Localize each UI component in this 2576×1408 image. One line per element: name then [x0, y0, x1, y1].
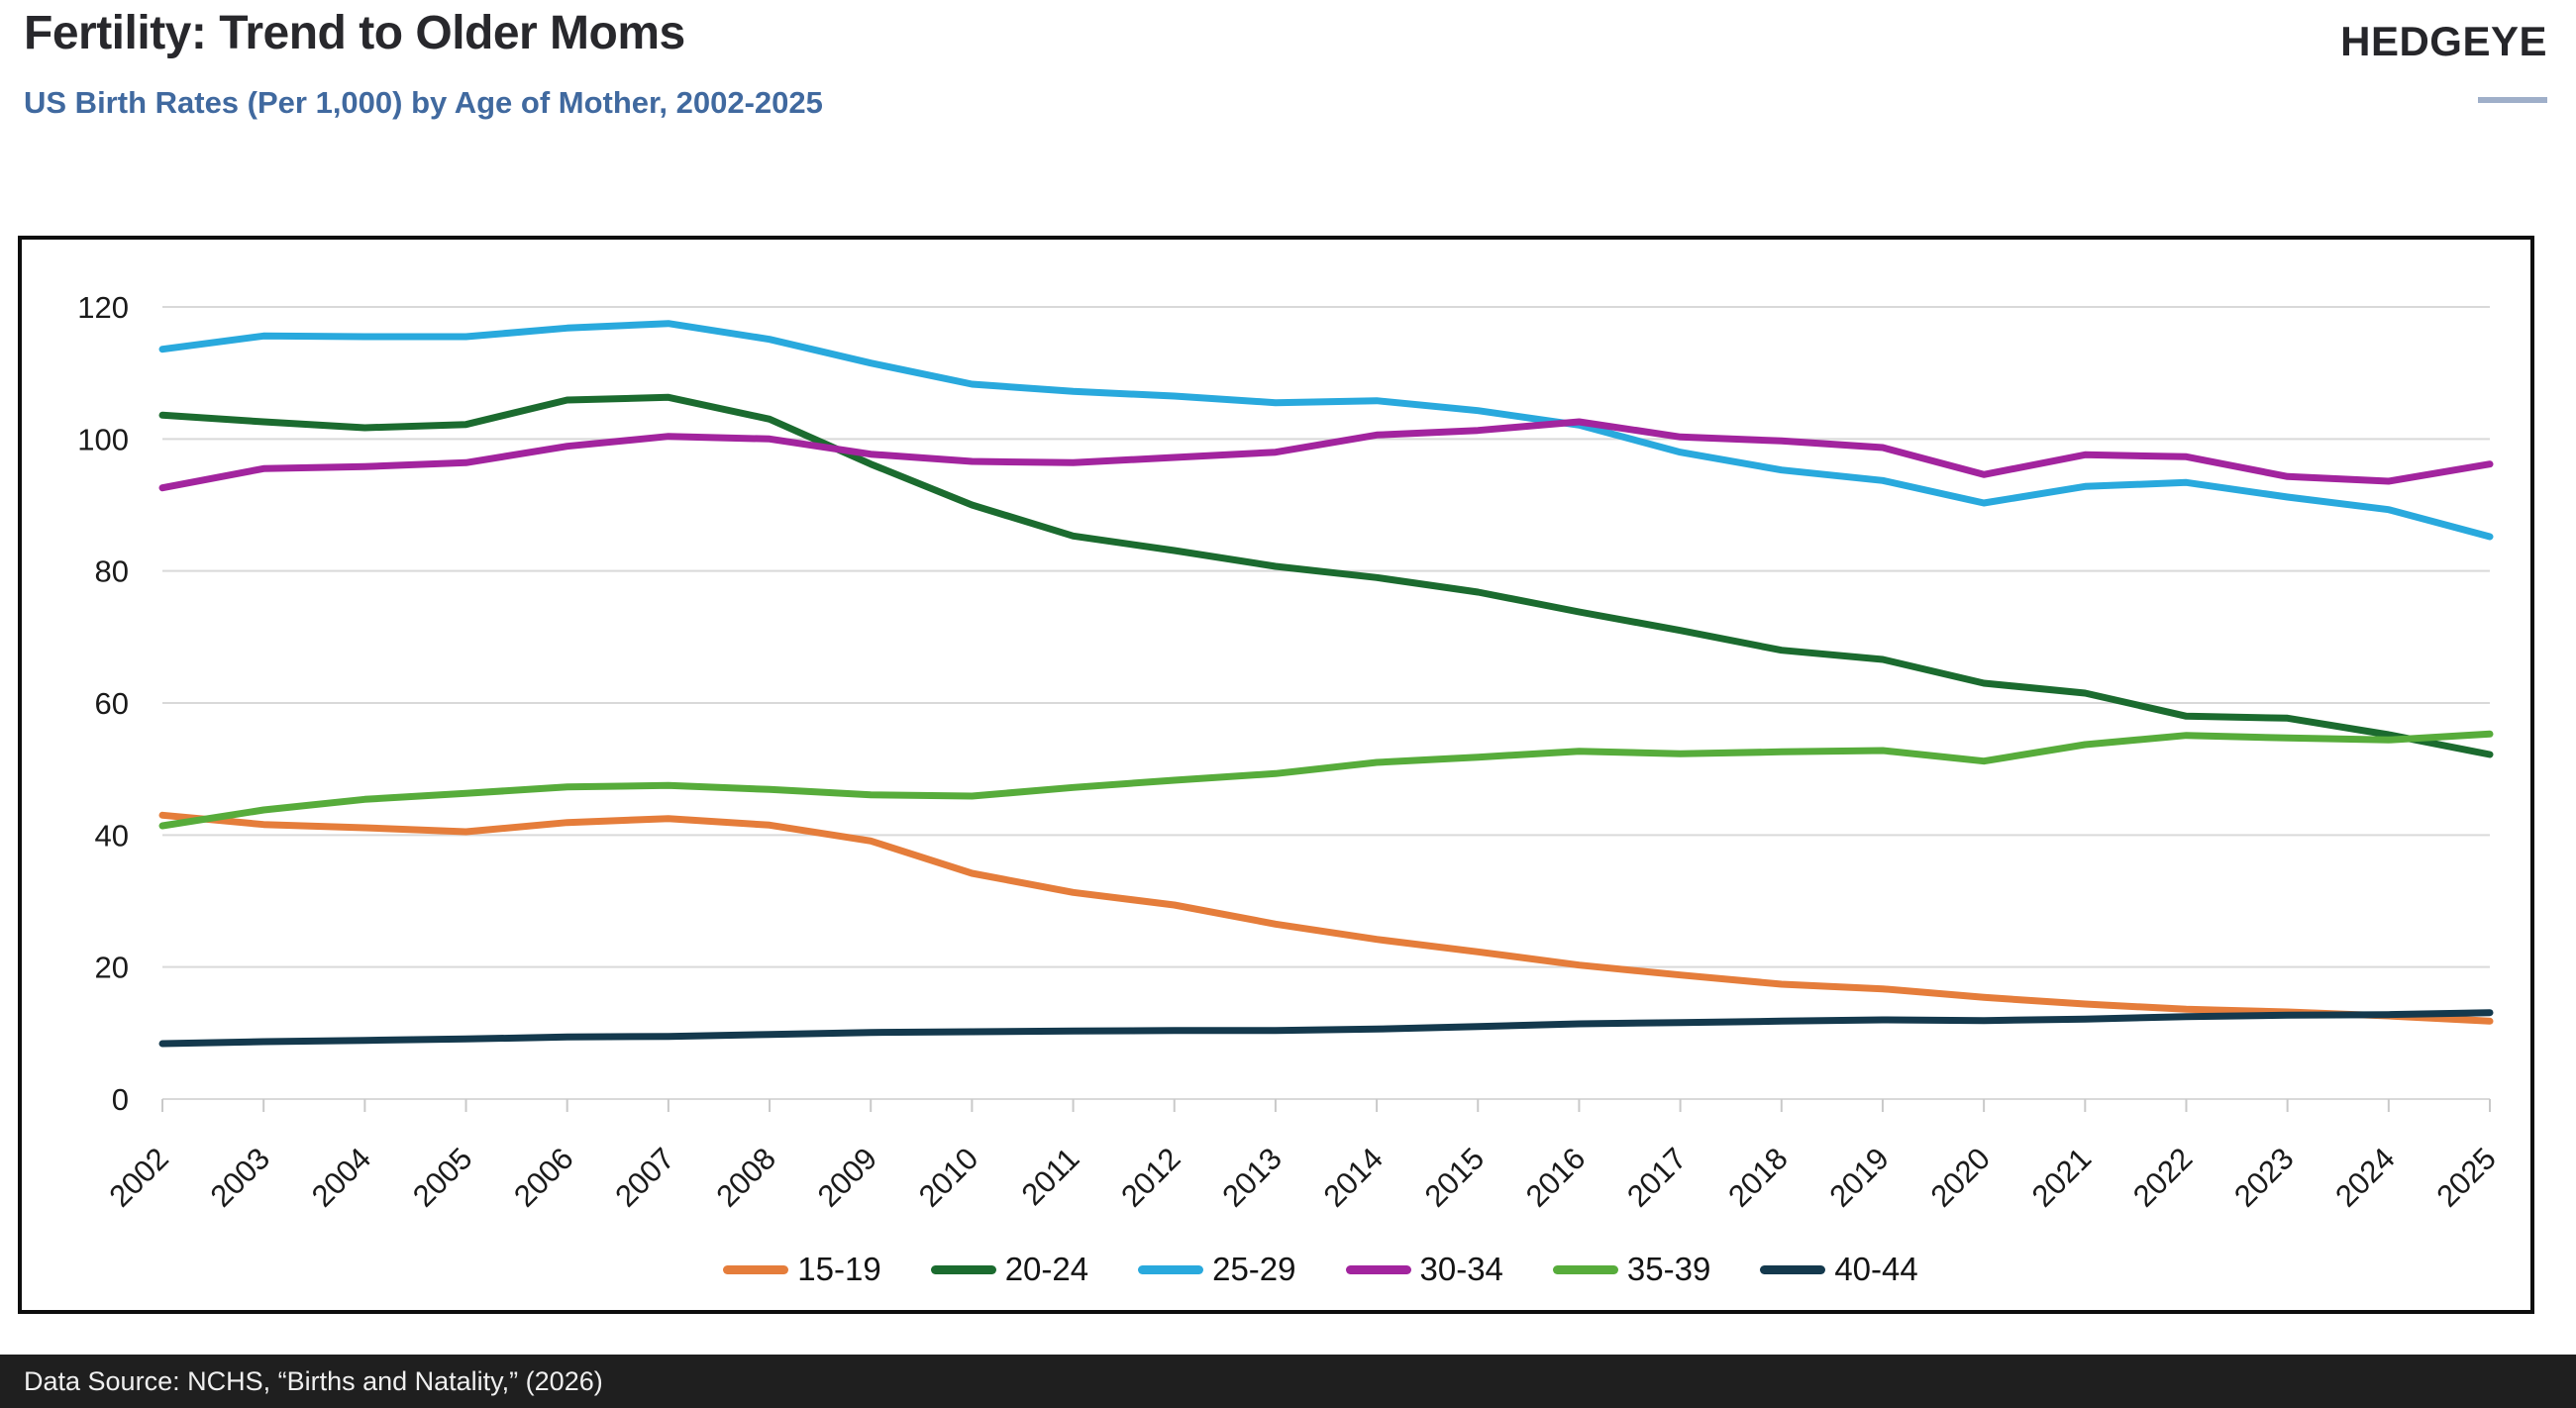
series-line-20-24 [158, 393, 2494, 758]
chart-frame: 0 20 40 60 80 100 120 2002 2003 2004 2005 2006 2007 2… [18, 236, 2534, 1314]
x-axis-label-2021: 2021 [2025, 1141, 2099, 1214]
data-source-text: Data Source: NCHS, “Births and Natality,… [24, 1365, 603, 1396]
legend-label-35-39: 35-39 [1626, 1251, 1711, 1287]
x-axis-label-2009: 2009 [811, 1141, 884, 1214]
x-axis-label-2020: 2020 [1924, 1141, 1998, 1214]
x-axis-label-2024: 2024 [2328, 1141, 2402, 1214]
x-axis-label-2004: 2004 [305, 1141, 378, 1214]
legend-label-15-19: 15-19 [797, 1251, 881, 1287]
series-line-35-39 [158, 730, 2494, 830]
page-title: Fertility: Trend to Older Moms [24, 7, 685, 59]
x-axis-label-2022: 2022 [2126, 1141, 2200, 1214]
legend-item-25-29: 25-29 [1138, 1251, 1296, 1288]
x-axis-label-2005: 2005 [406, 1141, 479, 1214]
x-axis-label-2013: 2013 [1215, 1141, 1288, 1214]
y-axis-label-40: 40 [95, 818, 129, 853]
x-axis-label-2006: 2006 [507, 1141, 580, 1214]
y-axis-label-20: 20 [95, 951, 129, 985]
series-line-25-29 [158, 320, 2494, 541]
series-line-40-44 [158, 1009, 2494, 1048]
legend-swatch-25-29 [1138, 1264, 1204, 1274]
series-line-30-34 [158, 418, 2494, 492]
x-axis-label-2018: 2018 [1721, 1141, 1795, 1214]
legend-swatch-35-39 [1552, 1264, 1618, 1274]
x-axis-label-2023: 2023 [2227, 1141, 2301, 1214]
x-axis-label-2003: 2003 [204, 1141, 277, 1214]
legend-item-35-39: 35-39 [1552, 1251, 1711, 1288]
x-axis-labels: 2002 2003 2004 2005 2006 2007 2008 2009 2010 2011… [102, 1141, 2503, 1214]
y-axis-labels: 0 20 40 60 80 100 120 [77, 290, 129, 1117]
y-axis-label-0: 0 [112, 1082, 129, 1117]
x-axis-label-2015: 2015 [1418, 1141, 1492, 1214]
legend-item-40-44: 40-44 [1760, 1251, 1918, 1288]
series-line-15-19 [158, 811, 2494, 1025]
legend-label-25-29: 25-29 [1212, 1251, 1296, 1287]
legend-swatch-30-34 [1345, 1264, 1411, 1274]
y-axis-label-120: 120 [77, 290, 129, 325]
legend-item-15-19: 15-19 [723, 1251, 881, 1288]
x-axis-label-2002: 2002 [102, 1141, 175, 1214]
x-axis-label-2008: 2008 [709, 1141, 782, 1214]
chart-legend: 15-19 20-24 25-29 30-34 35-39 40-44 [111, 1251, 2530, 1288]
x-axis-label-2016: 2016 [1519, 1141, 1593, 1214]
legend-swatch-15-19 [723, 1264, 789, 1274]
x-axis-label-2010: 2010 [912, 1141, 985, 1214]
legend-label-40-44: 40-44 [1834, 1251, 1918, 1287]
legend-label-30-34: 30-34 [1419, 1251, 1503, 1287]
legend-swatch-20-24 [930, 1264, 996, 1274]
x-axis-label-2014: 2014 [1317, 1141, 1391, 1214]
x-axis-ticks [161, 1099, 2491, 1112]
x-axis-label-2007: 2007 [608, 1141, 681, 1214]
x-axis-label-2019: 2019 [1822, 1141, 1896, 1214]
legend-item-20-24: 20-24 [930, 1251, 1089, 1288]
y-axis-label-80: 80 [95, 554, 129, 589]
legend-item-30-34: 30-34 [1345, 1251, 1503, 1288]
y-axis-label-60: 60 [95, 686, 129, 721]
hedgeye-logo-text: HEDGEYE [2340, 18, 2547, 64]
footer-bar: Data Source: NCHS, “Births and Natality,… [0, 1355, 2576, 1408]
hedgeye-logo: HEDGEYE [2340, 18, 2547, 103]
x-axis-label-2012: 2012 [1114, 1141, 1187, 1214]
hedgeye-logo-underline [2478, 97, 2547, 103]
x-axis-label-2017: 2017 [1620, 1141, 1694, 1214]
legend-label-20-24: 20-24 [1004, 1251, 1089, 1287]
y-axis-label-100: 100 [77, 422, 129, 456]
chart-subtitle: US Birth Rates (Per 1,000) by Age of Mot… [24, 85, 823, 120]
x-axis-label-2011: 2011 [1015, 1141, 1086, 1212]
legend-swatch-40-44 [1760, 1264, 1826, 1274]
x-axis-label-2025: 2025 [2429, 1141, 2503, 1214]
